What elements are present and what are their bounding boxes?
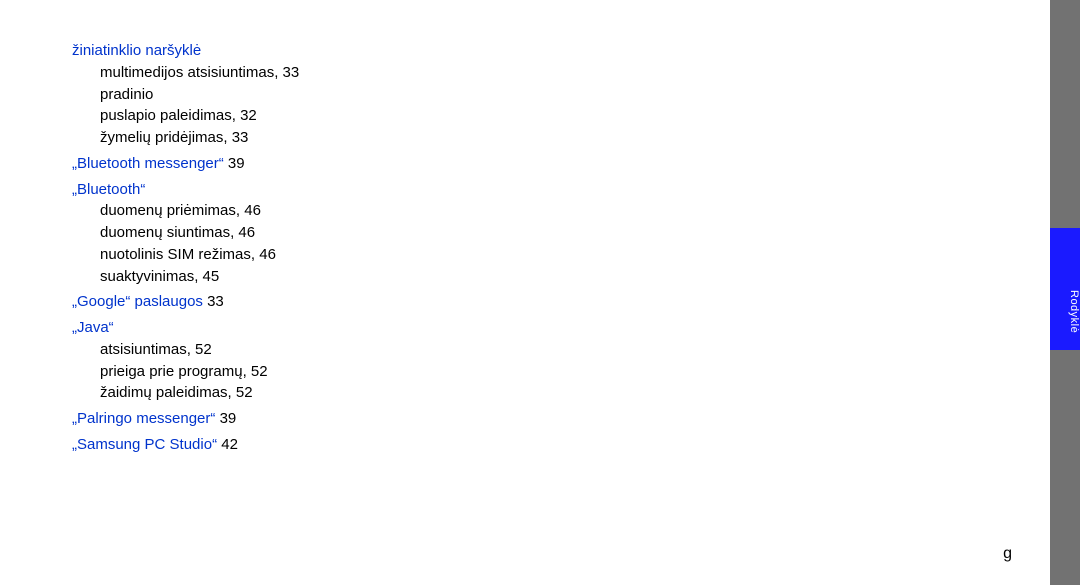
index-entry[interactable]: puslapio paleidimas, 32 [100,105,1080,127]
side-tab-label: Rodyklė [1050,290,1080,333]
heading-page: 39 [224,155,245,172]
index-entry: pradinio [100,84,1080,106]
heading-page: 33 [203,293,224,310]
index-entry[interactable]: multimedijos atsisiuntimas, 33 [100,62,1080,84]
index-heading-samsung-pc-studio[interactable]: „Samsung PC Studio“ 42 [72,434,1080,456]
index-heading-java[interactable]: „Java“ [72,317,1080,339]
index-entry[interactable]: žaidimų paleidimas, 52 [100,382,1080,404]
index-heading-bluetooth-messenger[interactable]: „Bluetooth messenger“ 39 [72,153,1080,175]
heading-text: „Samsung PC Studio“ [72,436,217,453]
index-heading-palringo-messenger[interactable]: „Palringo messenger“ 39 [72,408,1080,430]
index-entry[interactable]: duomenų priėmimas, 46 [100,200,1080,222]
index-content: žiniatinklio naršyklė multimedijos atsis… [0,0,1080,456]
index-entry[interactable]: prieiga prie programų, 52 [100,361,1080,383]
index-entry[interactable]: suaktyvinimas, 45 [100,266,1080,288]
index-heading-web-browser[interactable]: žiniatinklio naršyklė [72,40,1080,62]
heading-text: „Google“ paslaugos [72,293,203,310]
index-heading-bluetooth[interactable]: „Bluetooth“ [72,179,1080,201]
heading-page: 42 [217,436,238,453]
heading-page: 39 [215,410,236,427]
index-entry[interactable]: duomenų siuntimas, 46 [100,222,1080,244]
index-heading-google-services[interactable]: „Google“ paslaugos 33 [72,291,1080,313]
page-number: g [1003,545,1012,563]
heading-text: „Bluetooth messenger“ [72,155,224,172]
index-entry[interactable]: atsisiuntimas, 52 [100,339,1080,361]
index-entry[interactable]: nuotolinis SIM režimas, 46 [100,244,1080,266]
heading-text: „Palringo messenger“ [72,410,215,427]
index-entry[interactable]: žymelių pridėjimas, 33 [100,127,1080,149]
